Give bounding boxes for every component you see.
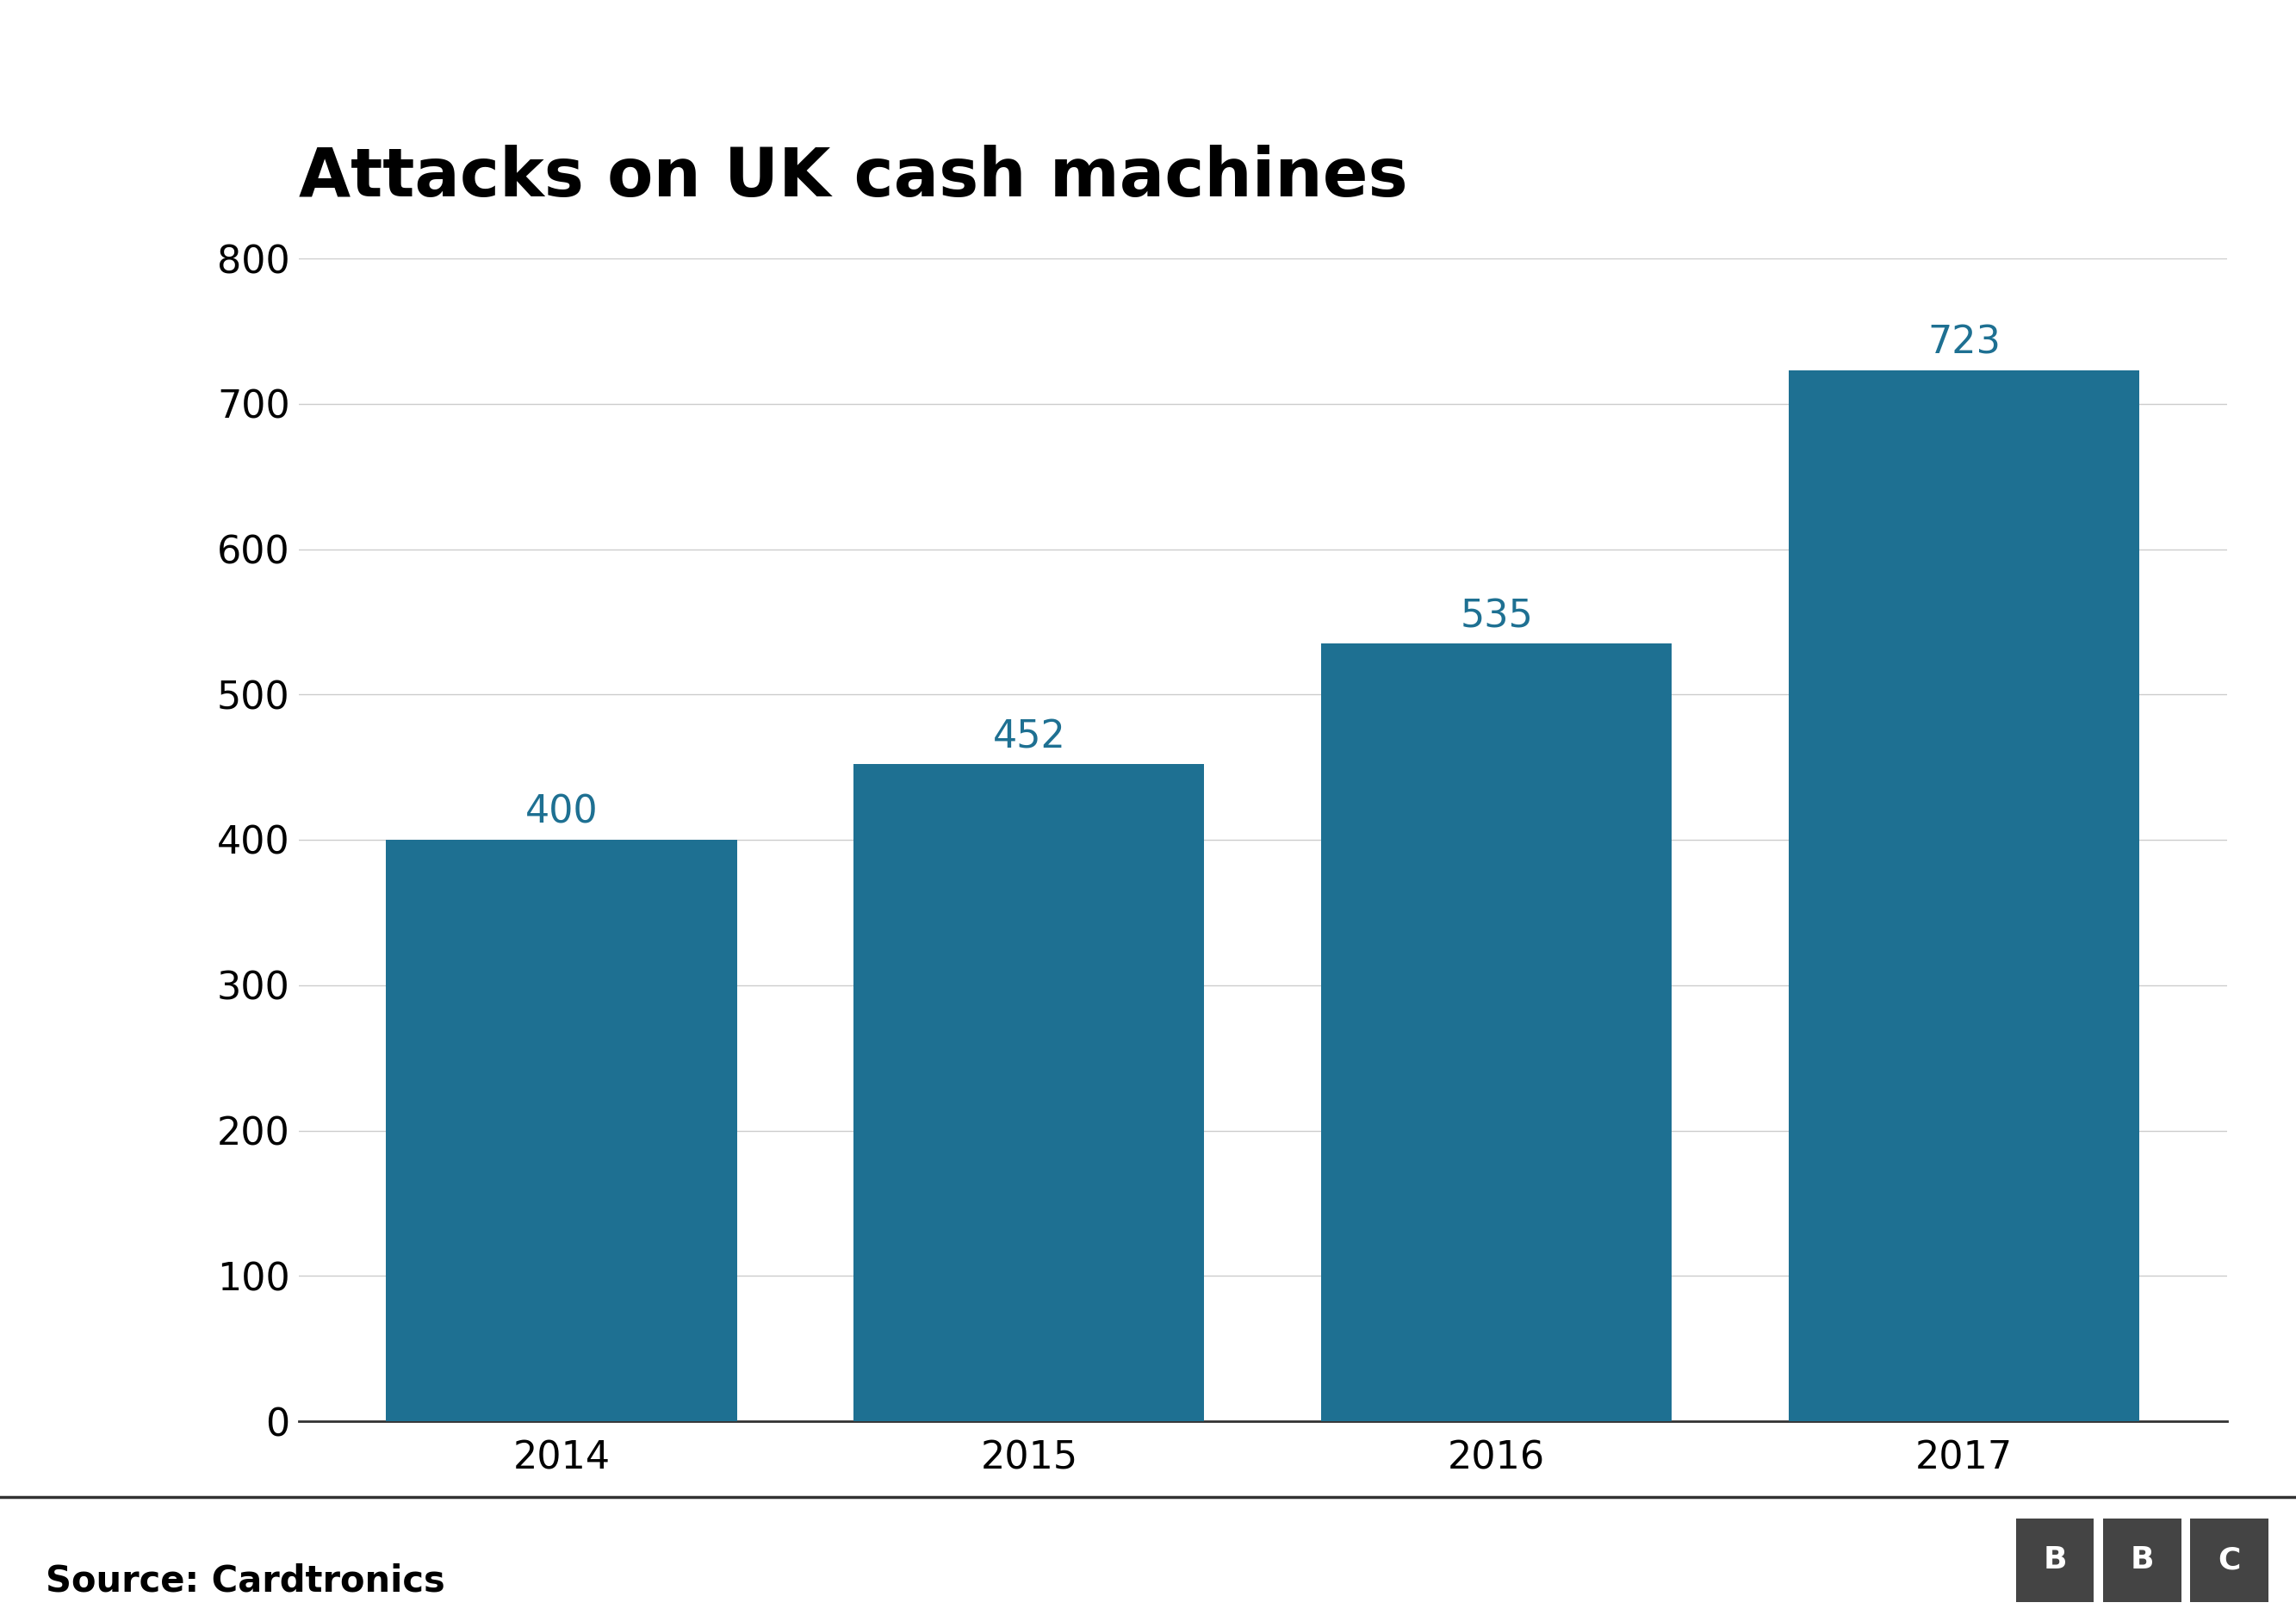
Text: C: C	[2218, 1546, 2241, 1575]
Text: 723: 723	[1929, 325, 2000, 362]
Bar	[1320, 643, 1671, 1421]
Bar	[386, 840, 737, 1421]
Text: B: B	[2043, 1546, 2066, 1575]
Text: 400: 400	[526, 795, 597, 832]
Text: 535: 535	[1460, 598, 1534, 635]
Text: B: B	[2131, 1546, 2154, 1575]
Bar	[854, 764, 1205, 1421]
Bar	[1789, 370, 2140, 1421]
Text: Source: Cardtronics: Source: Cardtronics	[46, 1563, 445, 1599]
Text: 452: 452	[992, 719, 1065, 756]
Text: Attacks on UK cash machines: Attacks on UK cash machines	[298, 144, 1407, 210]
